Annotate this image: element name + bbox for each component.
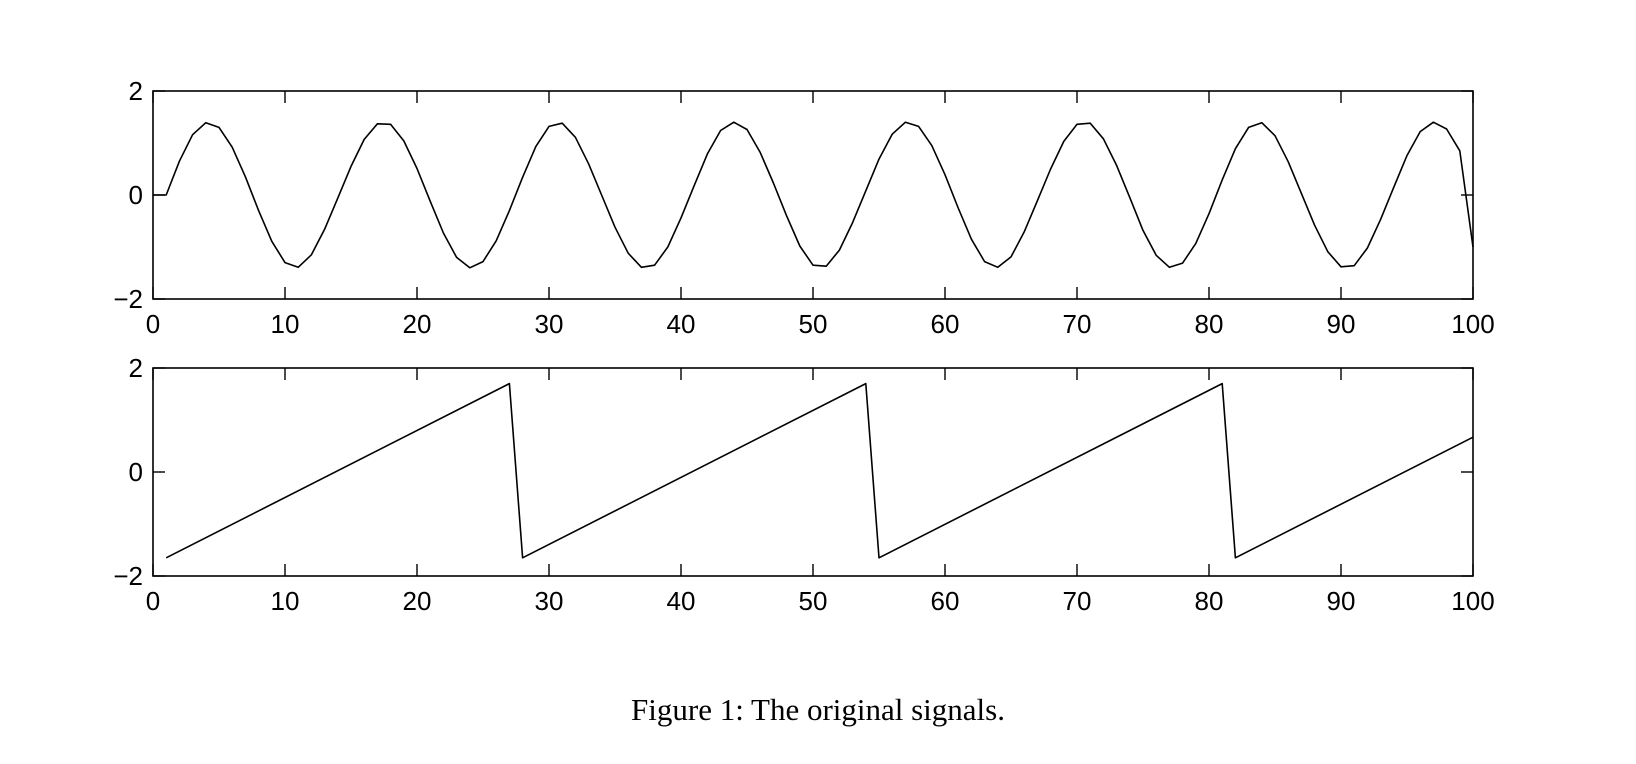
- x-tick-label: 10: [271, 586, 300, 616]
- y-tick-label: −2: [113, 284, 143, 314]
- y-tick-label: 0: [129, 180, 143, 210]
- panel-1: 0 10 20 30 40 50 60 70 80 90 100−202: [113, 76, 1494, 339]
- y-tick-label: 2: [129, 353, 143, 383]
- x-tick-label: 70: [1063, 309, 1092, 339]
- x-tick-label: 50: [799, 586, 828, 616]
- x-tick-label: 90: [1327, 586, 1356, 616]
- x-tick-label: 30: [535, 586, 564, 616]
- figure-caption: Figure 1: The original signals.: [631, 692, 1005, 727]
- x-tick-label: 60: [931, 586, 960, 616]
- x-tick-label: 20: [403, 586, 432, 616]
- x-tick-label: 60: [931, 309, 960, 339]
- x-tick-label: 40: [667, 309, 696, 339]
- series-line-2-1: [165, 382, 1474, 559]
- axes-frame: [152, 90, 1474, 300]
- x-tick-label: 0: [146, 586, 160, 616]
- x-tick-label: 80: [1195, 309, 1224, 339]
- x-tick-label: 90: [1327, 309, 1356, 339]
- x-tick-label: 20: [403, 309, 432, 339]
- y-tick-label: 2: [129, 76, 143, 106]
- x-tick-label: 10: [271, 309, 300, 339]
- x-tick-label: 0: [146, 309, 160, 339]
- x-tick-label: 100: [1451, 586, 1494, 616]
- panel-2: 0 10 20 30 40 50 60 70 80 90 100−202: [113, 353, 1494, 616]
- x-tick-label: 100: [1451, 309, 1494, 339]
- x-tick-label: 30: [535, 309, 564, 339]
- axes-frame: [152, 367, 1474, 577]
- x-tick-label: 70: [1063, 586, 1092, 616]
- x-tick-label: 50: [799, 309, 828, 339]
- x-tick-label: 40: [667, 586, 696, 616]
- x-tick-label: 80: [1195, 586, 1224, 616]
- y-tick-label: 0: [129, 457, 143, 487]
- series-line-1-1: [153, 121, 1474, 269]
- y-tick-label: −2: [113, 561, 143, 591]
